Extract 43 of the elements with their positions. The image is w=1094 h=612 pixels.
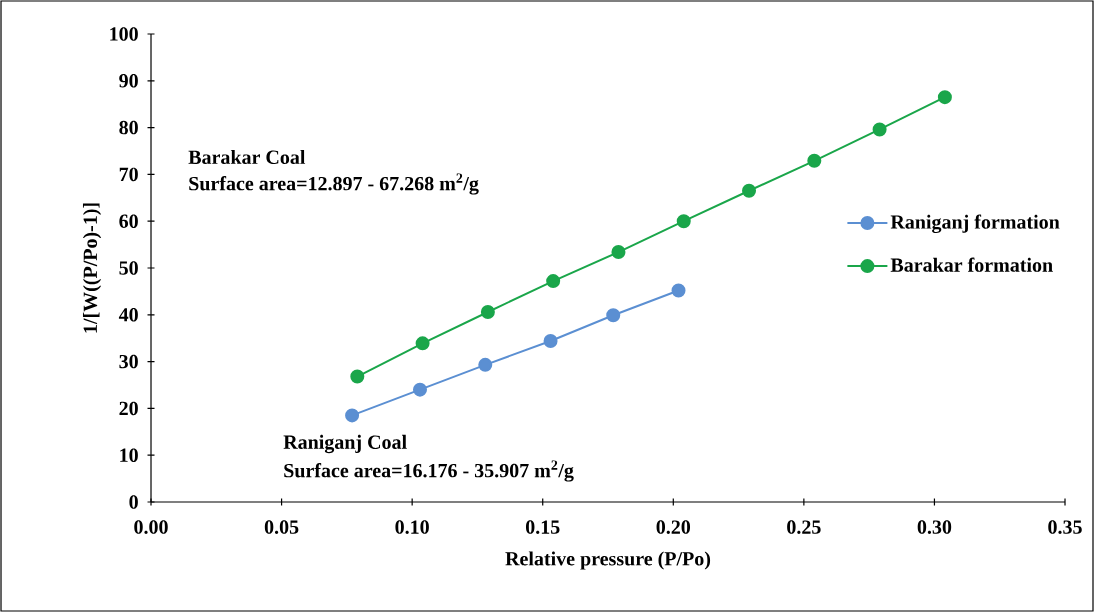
point — [606, 308, 621, 323]
y-axis-title: 1/[W((P/Po)-1)] — [82, 203, 102, 333]
y-tick-label: 40 — [118, 308, 138, 322]
x-tick-label: 0.05 — [264, 520, 299, 534]
y-tick-label: 20 — [119, 401, 138, 416]
point — [807, 153, 822, 168]
annotation: Surface area=16.176 - 35.907 m$^{2}$/g — [284, 460, 574, 482]
y-tick-label: 70 — [119, 167, 138, 182]
x-tick-label: 0.35 — [1048, 520, 1082, 534]
point — [937, 90, 952, 105]
point — [611, 245, 626, 260]
point — [345, 408, 360, 423]
x-tick-label: 0.20 — [656, 520, 691, 534]
point — [478, 357, 493, 372]
x-axis-title: Relative pressure (P/Po) — [505, 551, 711, 570]
x-tick-label: 0.10 — [395, 520, 429, 534]
y-tick-label: 80 — [119, 120, 138, 135]
point — [350, 369, 365, 384]
point — [480, 304, 495, 319]
point — [412, 382, 427, 397]
y-tick-label: 30 — [119, 354, 138, 369]
y-tick-label: 50 — [119, 261, 138, 275]
point — [543, 333, 558, 348]
annotation: Barakar Coal — [188, 149, 306, 165]
legend-label: Barakar formation — [890, 257, 1053, 272]
y-tick-label: 60 — [119, 214, 138, 228]
point — [676, 214, 691, 229]
x-tick-label: 0.25 — [787, 520, 821, 534]
annotation: Surface area=12.897 - 67.268 m$^{2}$/g — [189, 173, 479, 195]
x-tick-label: 0.30 — [917, 520, 952, 534]
point — [415, 336, 430, 351]
y-tick-label: 10 — [120, 448, 138, 462]
point — [872, 122, 887, 137]
x-tick-label: 0.15 — [525, 520, 560, 534]
y-tick-label: 90 — [119, 74, 138, 88]
point — [742, 183, 757, 198]
y-tick-label: 0 — [129, 495, 138, 509]
y-tick-label: 100 — [110, 27, 138, 41]
x-tick-label: 0.00 — [134, 520, 168, 534]
legend-label: Raniganj formation — [890, 214, 1060, 234]
point — [546, 274, 561, 289]
annotation: Raniganj Coal — [283, 434, 407, 454]
point — [671, 283, 686, 298]
